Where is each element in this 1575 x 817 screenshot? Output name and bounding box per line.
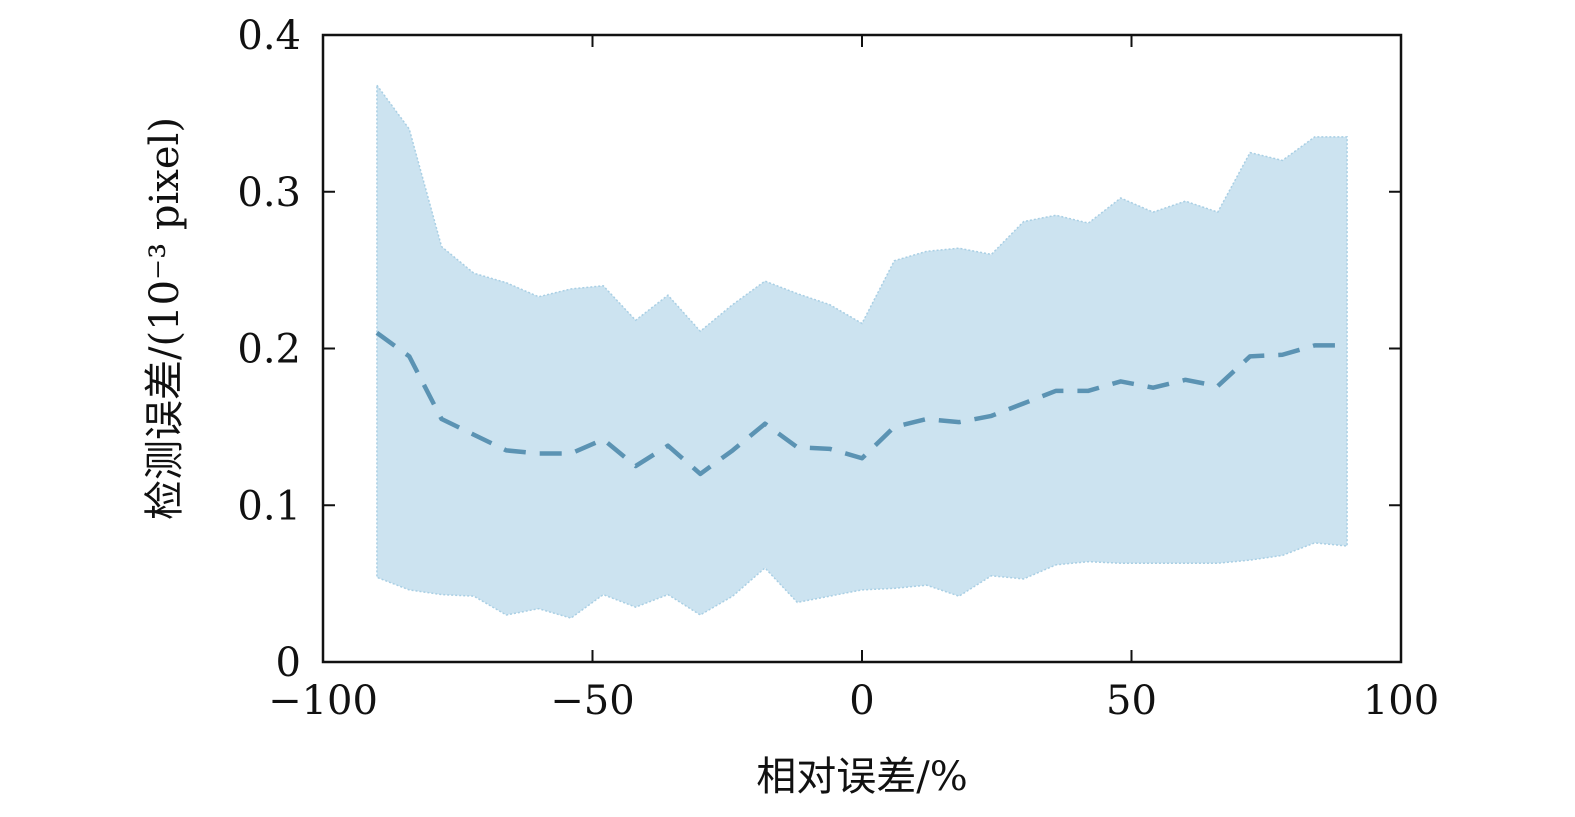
y-tick-label: 0.2 [237,327,301,373]
ticks: −100 −50 0 50 100 0 0.1 0.2 0.3 0.4 [237,13,1439,724]
x-axis-title: 相对误差/% [756,754,967,800]
y-axis-title: 检测误差/(10⁻³ pixel) [142,117,188,520]
plot-area [375,82,1348,619]
mean-line [375,331,1348,477]
y-tick-label: 0 [276,640,301,686]
x-tick-label: 100 [1363,678,1439,724]
x-tick-label: 50 [1106,678,1157,724]
x-tick-label: −100 [268,678,378,724]
range-band [376,82,1348,619]
y-tick-label: 0.1 [237,483,301,529]
x-tick-label: 0 [849,678,874,724]
y-tick-label: 0.3 [237,170,301,216]
y-tick-label: 0.4 [237,13,301,59]
x-tick-label: −50 [550,678,634,724]
